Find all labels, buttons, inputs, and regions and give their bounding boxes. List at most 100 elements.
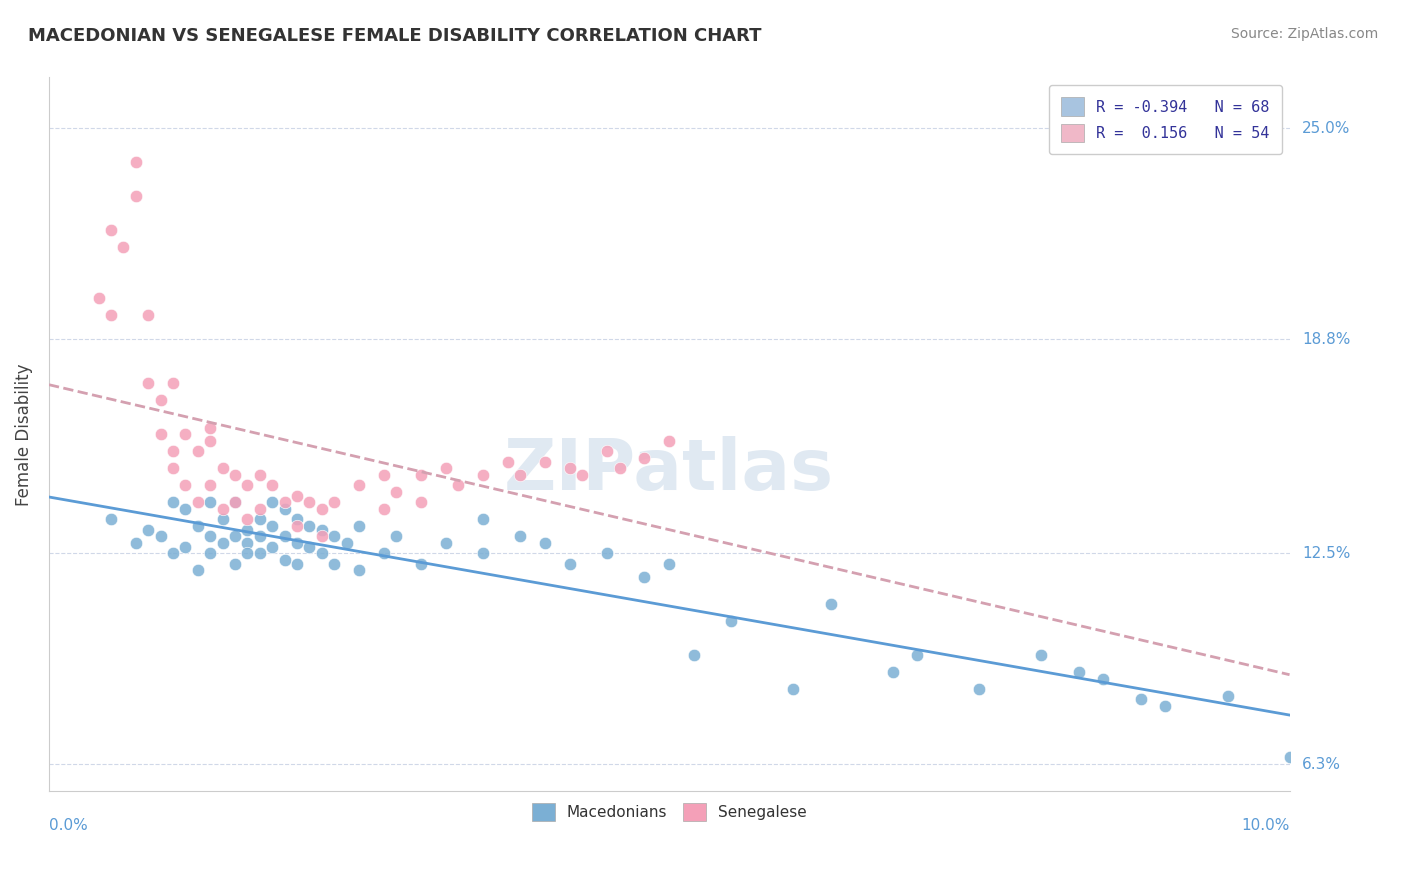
Point — [273, 529, 295, 543]
Point — [472, 468, 495, 483]
Point — [174, 427, 197, 442]
Point — [100, 223, 122, 237]
Point — [262, 519, 284, 533]
Text: MACEDONIAN VS SENEGALESE FEMALE DISABILITY CORRELATION CHART: MACEDONIAN VS SENEGALESE FEMALE DISABILI… — [28, 27, 762, 45]
Text: 18.8%: 18.8% — [1302, 332, 1350, 347]
Point — [136, 376, 159, 391]
Point — [472, 546, 495, 560]
Point — [336, 536, 359, 550]
Point — [236, 536, 259, 550]
Point — [434, 461, 457, 475]
Point — [112, 240, 135, 254]
Y-axis label: Female Disability: Female Disability — [15, 363, 32, 506]
Point — [200, 434, 222, 449]
Point — [411, 495, 433, 509]
Point — [149, 427, 172, 442]
Point — [211, 536, 233, 550]
Point — [447, 478, 470, 492]
Point — [558, 461, 581, 475]
Point — [187, 444, 209, 458]
Point — [411, 468, 433, 483]
Point — [224, 557, 246, 571]
Point — [249, 468, 271, 483]
Point — [1031, 648, 1053, 663]
Point — [311, 529, 333, 543]
Point — [136, 309, 159, 323]
Text: 6.3%: 6.3% — [1302, 756, 1341, 772]
Point — [434, 536, 457, 550]
Point — [658, 557, 681, 571]
Point — [262, 540, 284, 554]
Point — [236, 478, 259, 492]
Point — [472, 512, 495, 526]
Point — [273, 502, 295, 516]
Point — [162, 546, 184, 560]
Point — [509, 529, 531, 543]
Point — [224, 495, 246, 509]
Point — [236, 512, 259, 526]
Point — [1067, 665, 1090, 680]
Point — [187, 495, 209, 509]
Point — [200, 478, 222, 492]
Point — [285, 557, 308, 571]
Point — [385, 529, 408, 543]
Text: ZIPatlas: ZIPatlas — [505, 435, 834, 505]
Point — [347, 519, 370, 533]
Point — [262, 495, 284, 509]
Point — [87, 292, 110, 306]
Point — [224, 495, 246, 509]
Point — [882, 665, 904, 680]
Point — [509, 468, 531, 483]
Point — [534, 454, 557, 468]
Point — [236, 523, 259, 537]
Point — [174, 502, 197, 516]
Point — [496, 454, 519, 468]
Point — [200, 546, 222, 560]
Point — [211, 502, 233, 516]
Point — [534, 536, 557, 550]
Point — [162, 376, 184, 391]
Point — [174, 478, 197, 492]
Point — [200, 495, 222, 509]
Point — [211, 461, 233, 475]
Point — [311, 502, 333, 516]
Point — [1092, 672, 1115, 686]
Point — [149, 529, 172, 543]
Point — [969, 682, 991, 697]
Point — [285, 489, 308, 503]
Point — [200, 420, 222, 434]
Point — [100, 512, 122, 526]
Point — [200, 529, 222, 543]
Point — [1278, 750, 1301, 764]
Point — [347, 478, 370, 492]
Point — [720, 615, 742, 629]
Point — [323, 529, 346, 543]
Point — [273, 495, 295, 509]
Point — [782, 682, 804, 697]
Point — [162, 461, 184, 475]
Point — [347, 563, 370, 577]
Point — [571, 468, 593, 483]
Point — [633, 451, 655, 466]
Point — [174, 540, 197, 554]
Point — [633, 570, 655, 584]
Point — [298, 519, 321, 533]
Point — [373, 546, 395, 560]
Point — [411, 557, 433, 571]
Point — [298, 495, 321, 509]
Point — [683, 648, 706, 663]
Point — [285, 519, 308, 533]
Point — [224, 529, 246, 543]
Point — [273, 553, 295, 567]
Point — [187, 563, 209, 577]
Point — [1216, 689, 1239, 703]
Point — [162, 444, 184, 458]
Point — [125, 536, 148, 550]
Legend: Macedonians, Senegalese: Macedonians, Senegalese — [520, 790, 818, 833]
Point — [125, 189, 148, 203]
Point — [249, 512, 271, 526]
Point — [658, 434, 681, 449]
Point — [1154, 699, 1177, 714]
Point — [236, 546, 259, 560]
Point — [311, 523, 333, 537]
